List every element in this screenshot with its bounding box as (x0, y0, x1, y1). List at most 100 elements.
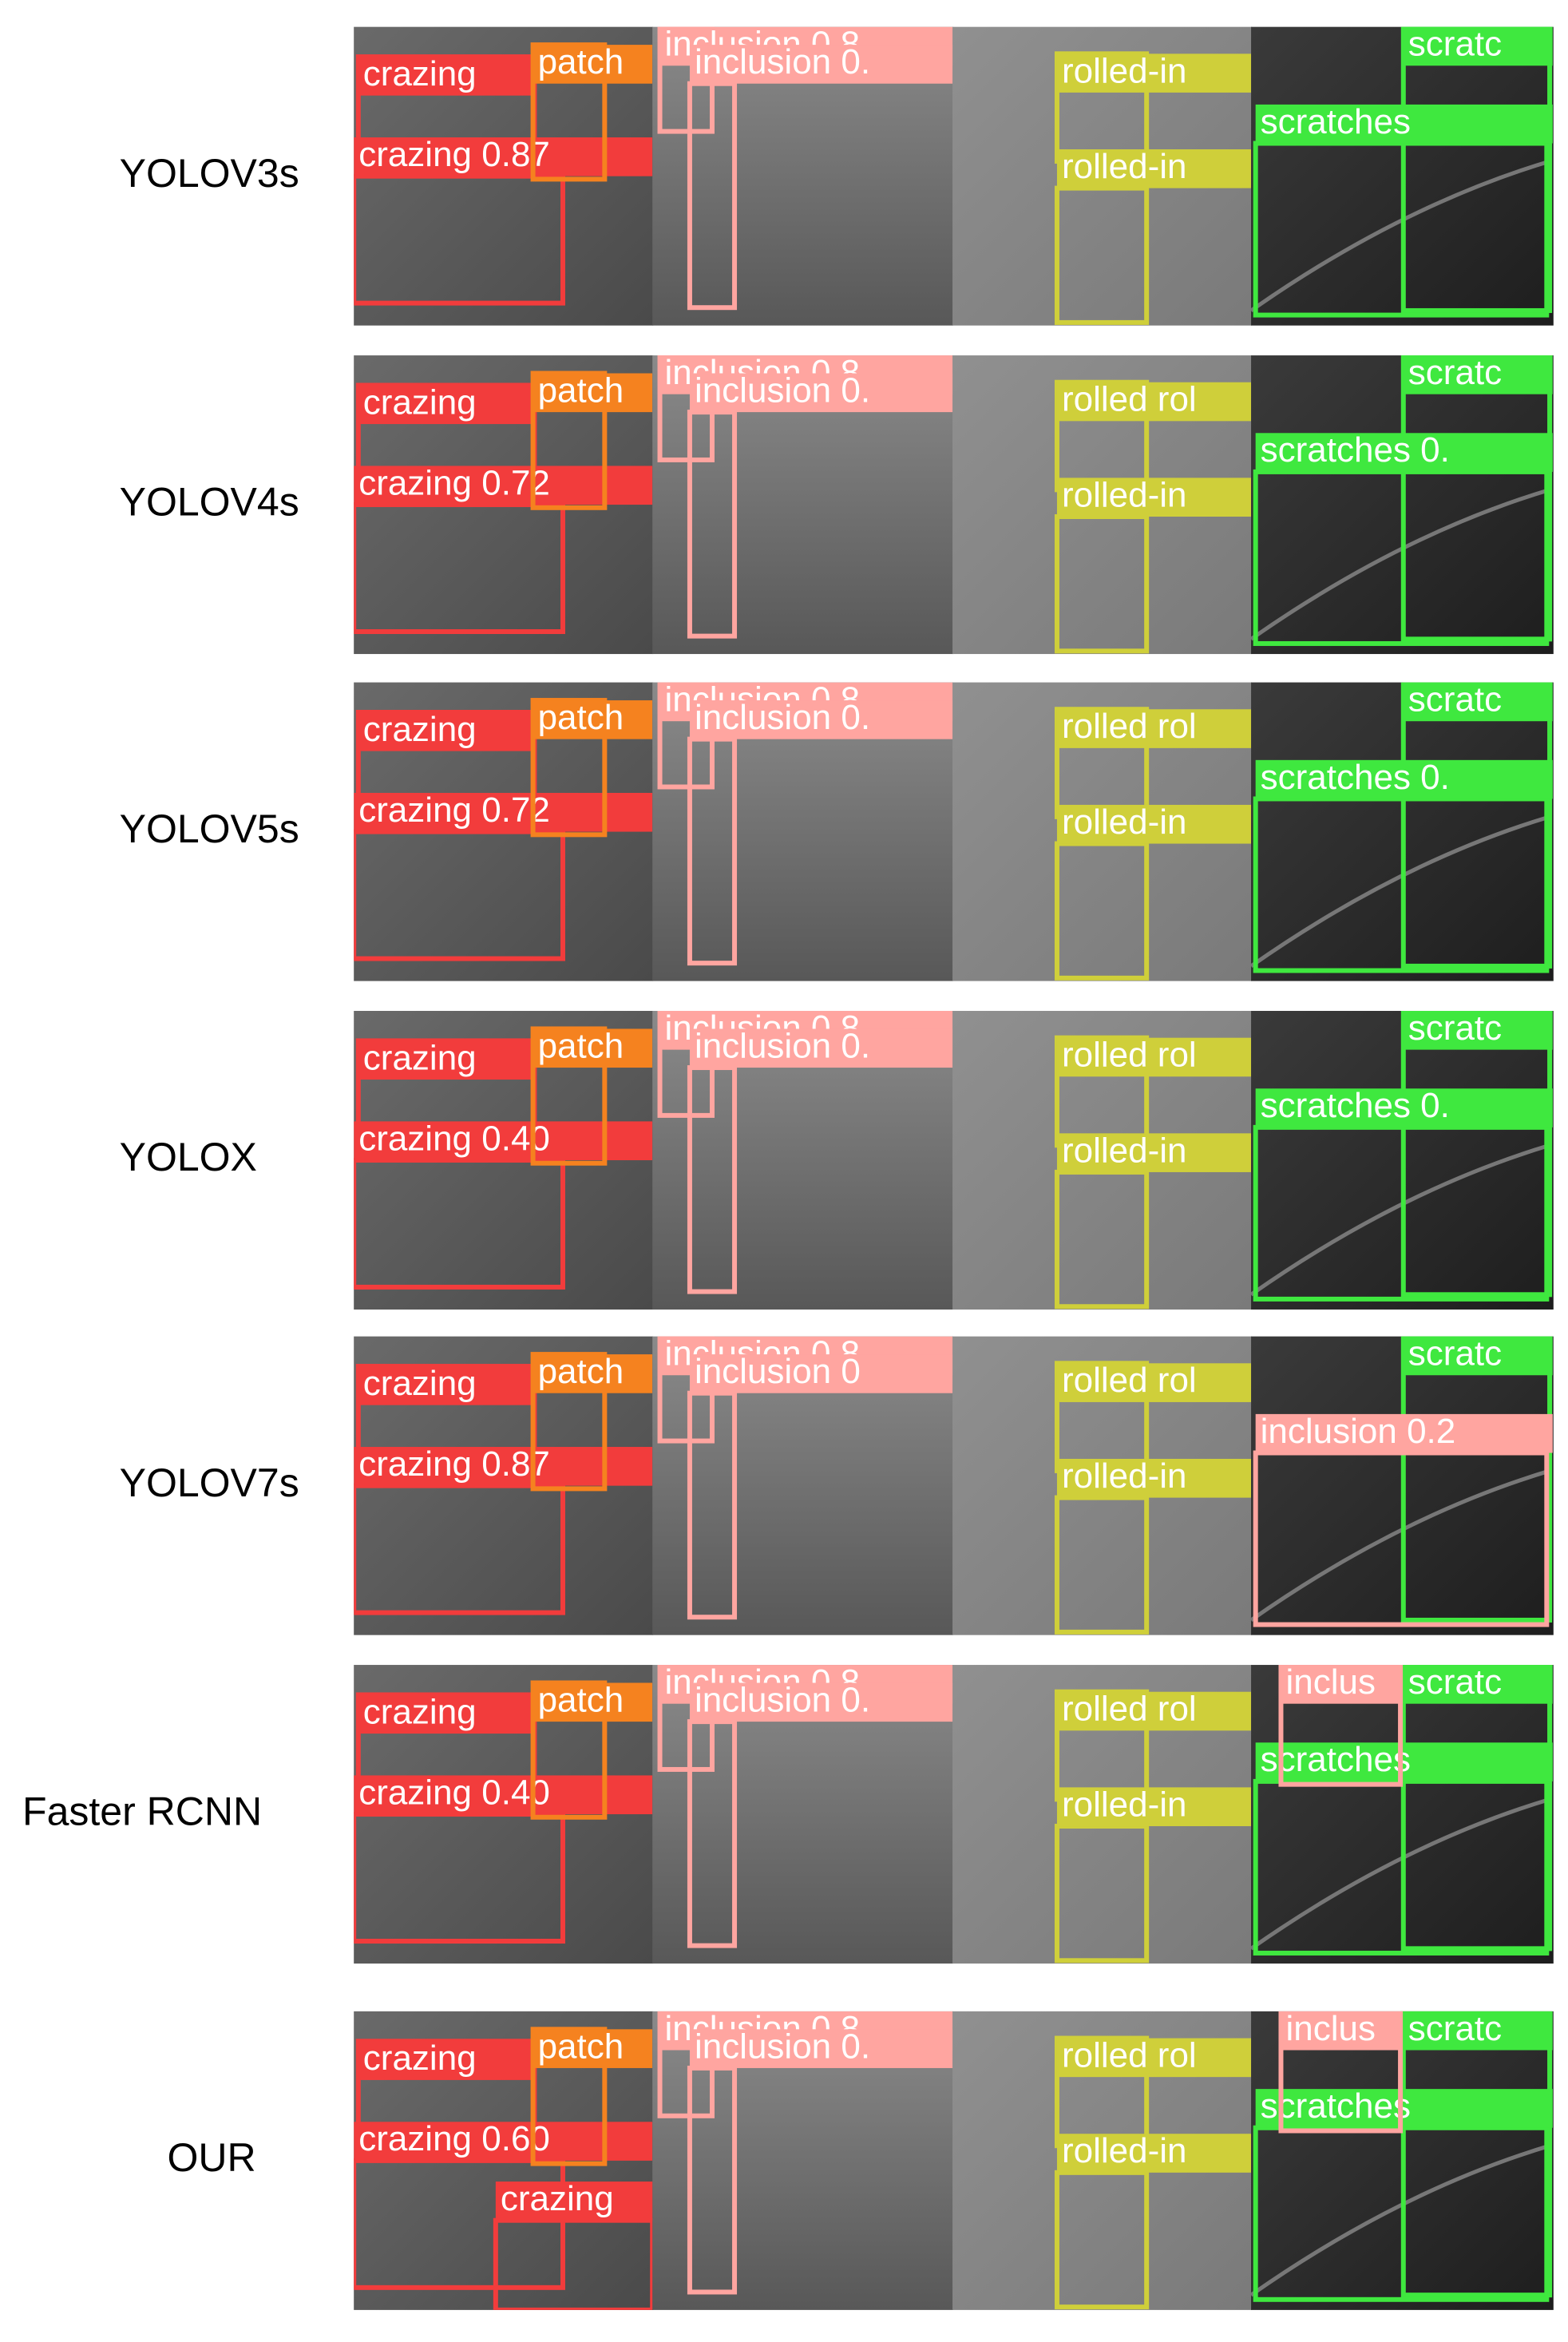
detection-label: scratc (1408, 1334, 1502, 1373)
detection-label: rolled-in (1062, 51, 1187, 90)
detection: inclusion 0 (687, 1352, 953, 1620)
detection-label: rolled rol (1062, 1361, 1197, 1400)
detection-label: inclusion 0. (695, 371, 870, 410)
detection-label: crazing 0.72 (358, 463, 550, 502)
detection-label: crazing (363, 1364, 477, 1403)
label-background (1056, 1037, 1252, 1077)
label-background (1403, 355, 1553, 394)
detection: rolled-in (1054, 147, 1252, 325)
label-background (1056, 1691, 1252, 1731)
label-background (689, 2029, 953, 2068)
label-background (1403, 1010, 1553, 1050)
detection-label: crazing (501, 2179, 614, 2218)
detection: rolled-in (1054, 51, 1252, 164)
detection: crazing (355, 710, 537, 827)
detection-label: rolled-in (1062, 802, 1187, 842)
detection: scratches (1253, 102, 1553, 318)
detection: patch (530, 1680, 653, 1820)
label-background (1403, 1665, 1553, 1704)
label-background (533, 373, 653, 413)
label-background (689, 700, 953, 739)
detection-label: rolled rol (1062, 1690, 1197, 1729)
detection-label: scratches 0. (1261, 430, 1450, 470)
detection-label: inclus (1285, 2009, 1376, 2048)
scratch-streak (1251, 814, 1550, 968)
label-background (1281, 1665, 1401, 1704)
scratch-streak (1251, 159, 1550, 313)
label-background (689, 1354, 953, 1393)
detection: scratc (1400, 26, 1553, 313)
label-background (1056, 478, 1252, 517)
label-background (689, 45, 953, 84)
label-background (1056, 53, 1252, 93)
label-background (358, 1694, 535, 1734)
detection: patch (530, 2027, 653, 2166)
label-background (358, 385, 535, 425)
detection-label: scratches (1261, 102, 1411, 141)
label-background (689, 373, 953, 413)
detection-label: inclusion 0. (695, 1026, 870, 1065)
label-background (533, 2029, 653, 2068)
scratch-streak (1251, 1468, 1550, 1622)
label-background (358, 57, 535, 96)
detection: rolled-in (1054, 1456, 1252, 1635)
detection-label: scratc (1408, 353, 1502, 392)
detection-label: rolled-in (1062, 1456, 1187, 1496)
bounding-box (1400, 1336, 1553, 1623)
detection: scratc (1400, 1334, 1553, 1623)
label-background (1255, 1742, 1553, 1781)
detection: inclus (1278, 1662, 1404, 1787)
detection: crazing (493, 2179, 653, 2310)
detection: patch (530, 1026, 653, 1166)
detection-label: scratc (1408, 2009, 1502, 2048)
detection: rolled rol (1054, 1036, 1252, 1148)
detection-label: crazing 0.40 (358, 1773, 550, 1812)
bounding-box (1253, 141, 1550, 318)
label-background (689, 1028, 953, 1068)
detection: patch (530, 698, 653, 838)
label-background (533, 1028, 653, 1068)
detection: inclusion 0. (687, 42, 953, 311)
label-background (1281, 2011, 1401, 2051)
label-background (1056, 1787, 1252, 1827)
detection-label: rolled-in (1062, 2131, 1187, 2170)
detection: inclusion 0. (687, 698, 953, 966)
detection-label: scratches 0. (1261, 758, 1450, 797)
bounding-box (1400, 26, 1553, 313)
scratch-streak (1251, 1143, 1550, 1297)
bounding-box (1400, 2011, 1553, 2298)
detection-label: inclusion 0. (695, 42, 870, 81)
detection-label: patch (538, 698, 624, 737)
detection: inclusion 0. (687, 371, 953, 639)
detection-label: inclusion 0 (695, 1352, 861, 1391)
label-background (358, 1040, 535, 1080)
detection-label: crazing (363, 382, 477, 422)
detection-label: rolled rol (1062, 707, 1197, 746)
detection: scratches 0. (1253, 758, 1553, 973)
detection: rolled-in (1054, 2131, 1252, 2310)
detection: inclus (1278, 2009, 1404, 2134)
detection-label: rolled-in (1062, 1131, 1187, 1170)
detection: crazing (355, 1038, 537, 1155)
label-background (1056, 2038, 1252, 2078)
detection: rolled rol (1054, 1361, 1252, 1473)
scratch-streak (1251, 1797, 1550, 1951)
detection-label: scratc (1408, 680, 1502, 719)
label-background (1255, 1088, 1553, 1127)
detection: patch (530, 42, 653, 182)
detection-label: inclusion 0.2 (1261, 1412, 1456, 1451)
detection-label: inclus (1285, 1662, 1376, 1702)
detection-label: patch (538, 1680, 624, 1719)
label-background (1056, 804, 1252, 844)
scratch-streak (1251, 487, 1550, 641)
label-background (1403, 26, 1553, 66)
detection-label: crazing 0.60 (358, 2119, 550, 2158)
detection-label: patch (538, 1026, 624, 1065)
model-name: Faster RCNN (22, 1789, 262, 1833)
detection-label: crazing (363, 1692, 477, 1731)
detection: scratc (1400, 1665, 1553, 1952)
model-name: YOLOV7s (120, 1460, 299, 1505)
label-background (1056, 2134, 1252, 2173)
bounding-box (354, 173, 565, 306)
detection: inclusion 0.2 (1253, 1412, 1553, 1627)
